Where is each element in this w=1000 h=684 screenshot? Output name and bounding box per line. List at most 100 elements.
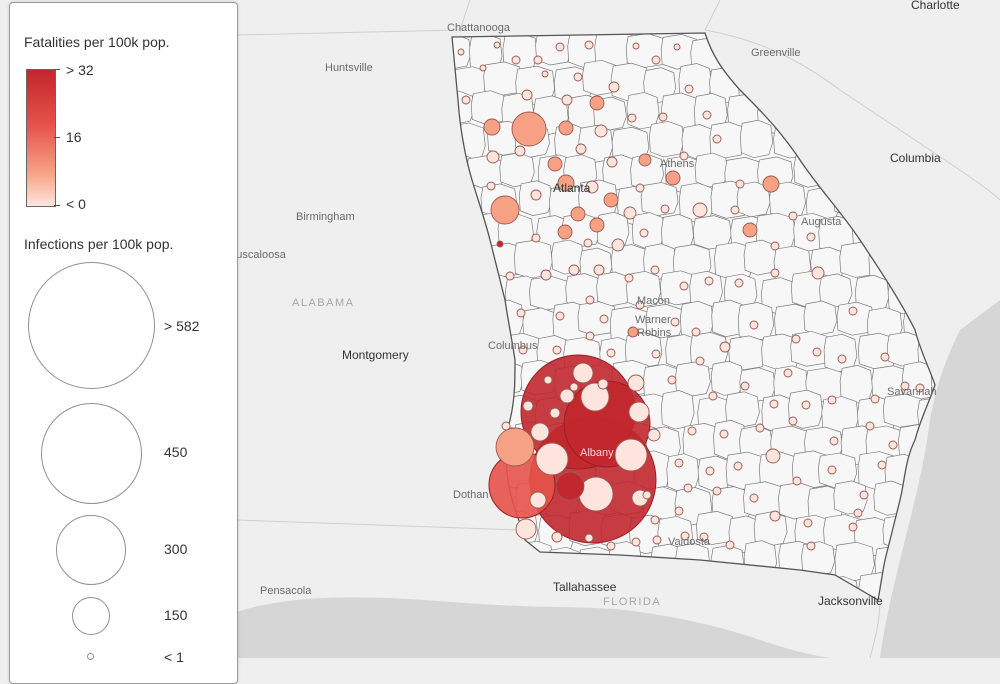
county-bubble[interactable] <box>788 211 798 221</box>
county-bubble[interactable] <box>719 341 731 353</box>
county-bubble[interactable] <box>765 448 781 464</box>
county-bubble[interactable] <box>461 95 471 105</box>
county-bubble[interactable] <box>769 399 779 409</box>
county-bubble[interactable] <box>670 317 680 327</box>
county-bubble[interactable] <box>573 72 583 82</box>
county-bubble[interactable] <box>811 266 825 280</box>
county-bubble[interactable] <box>735 179 745 189</box>
county-bubble[interactable] <box>531 233 541 243</box>
county-bubble[interactable] <box>505 271 515 281</box>
county-bubble[interactable] <box>848 306 858 316</box>
county-bubble[interactable] <box>658 112 668 122</box>
county-bubble[interactable] <box>551 531 563 543</box>
county-bubble[interactable] <box>608 81 620 93</box>
county-bubble[interactable] <box>900 381 910 391</box>
county-bubble[interactable] <box>490 195 520 225</box>
county-bubble[interactable] <box>680 531 690 541</box>
county-bubble[interactable] <box>522 400 534 412</box>
county-bubble[interactable] <box>627 326 639 338</box>
county-bubble[interactable] <box>734 278 744 288</box>
county-bubble[interactable] <box>627 113 637 123</box>
county-bubble[interactable] <box>853 508 863 518</box>
county-bubble[interactable] <box>702 110 712 120</box>
county-bubble[interactable] <box>865 421 875 431</box>
county-bubble[interactable] <box>725 540 735 550</box>
county-bubble[interactable] <box>749 320 759 330</box>
county-bubble[interactable] <box>699 532 709 542</box>
county-bubble[interactable] <box>628 401 650 423</box>
county-bubble[interactable] <box>674 458 684 468</box>
county-bubble[interactable] <box>704 276 714 286</box>
county-bubble[interactable] <box>518 345 528 355</box>
county-bubble[interactable] <box>514 145 526 157</box>
county-bubble[interactable] <box>599 314 609 324</box>
county-bubble[interactable] <box>533 55 543 65</box>
county-bubble[interactable] <box>642 490 652 500</box>
county-bubble[interactable] <box>623 206 637 220</box>
county-bubble[interactable] <box>665 170 681 186</box>
county-bubble[interactable] <box>770 241 780 251</box>
county-bubble[interactable] <box>712 486 722 496</box>
county-bubble[interactable] <box>733 461 743 471</box>
map-canvas[interactable]: Chattanooga Charlotte Huntsville Greenvi… <box>0 0 1000 658</box>
county-bubble[interactable] <box>555 42 565 52</box>
county-bubble[interactable] <box>584 533 594 543</box>
county-bubble[interactable] <box>540 269 552 281</box>
county-bubble[interactable] <box>791 334 801 344</box>
county-bubble[interactable] <box>730 205 740 215</box>
county-bubble[interactable] <box>606 348 616 358</box>
county-bubble[interactable] <box>493 41 501 49</box>
county-bubble[interactable] <box>684 84 694 94</box>
county-bubble[interactable] <box>593 264 605 276</box>
county-bubble[interactable] <box>812 347 822 357</box>
county-bubble[interactable] <box>915 383 925 393</box>
county-bubble[interactable] <box>543 375 553 385</box>
county-bubble[interactable] <box>749 493 759 503</box>
county-bubble[interactable] <box>829 436 839 446</box>
county-bubble[interactable] <box>762 175 780 193</box>
county-bubble[interactable] <box>870 394 880 404</box>
county-bubble[interactable] <box>691 327 701 337</box>
county-bubble[interactable] <box>547 156 563 172</box>
county-bubble[interactable] <box>555 311 565 321</box>
county-bubble[interactable] <box>511 111 547 147</box>
county-bubble[interactable] <box>583 238 593 248</box>
county-bubble[interactable] <box>769 510 781 522</box>
county-bubble[interactable] <box>535 442 569 476</box>
county-bubble[interactable] <box>635 183 645 193</box>
county-bubble[interactable] <box>569 382 579 392</box>
county-bubble[interactable] <box>486 181 496 191</box>
county-bubble[interactable] <box>712 134 722 144</box>
county-bubble[interactable] <box>549 407 561 419</box>
county-bubble[interactable] <box>530 422 550 442</box>
county-bubble[interactable] <box>597 378 609 390</box>
county-bubble[interactable] <box>674 506 684 516</box>
county-bubble[interactable] <box>650 265 660 275</box>
county-bubble[interactable] <box>687 426 697 436</box>
county-bubble[interactable] <box>638 153 652 167</box>
county-bubble[interactable] <box>515 518 537 540</box>
county-bubble[interactable] <box>483 118 501 136</box>
county-bubble[interactable] <box>788 416 798 426</box>
county-bubble[interactable] <box>589 217 605 233</box>
county-bubble[interactable] <box>603 192 619 208</box>
county-bubble[interactable] <box>792 476 802 486</box>
county-bubble[interactable] <box>679 281 689 291</box>
county-bubble[interactable] <box>589 95 605 111</box>
county-bubble[interactable] <box>667 375 677 385</box>
county-bubble[interactable] <box>705 466 715 476</box>
county-bubble[interactable] <box>740 381 750 391</box>
county-bubble[interactable] <box>585 180 599 194</box>
county-bubble[interactable] <box>501 421 511 431</box>
county-bubble[interactable] <box>561 94 573 106</box>
county-bubble[interactable] <box>530 189 542 201</box>
county-bubble[interactable] <box>479 64 487 72</box>
county-bubble[interactable] <box>575 143 587 155</box>
county-bubble[interactable] <box>585 331 595 341</box>
county-bubble[interactable] <box>529 491 547 509</box>
county-bubble[interactable] <box>742 222 758 238</box>
county-bubble[interactable] <box>578 476 614 512</box>
county-bubble[interactable] <box>606 541 616 551</box>
county-bubbles[interactable] <box>457 40 925 551</box>
county-bubble[interactable] <box>639 228 649 238</box>
